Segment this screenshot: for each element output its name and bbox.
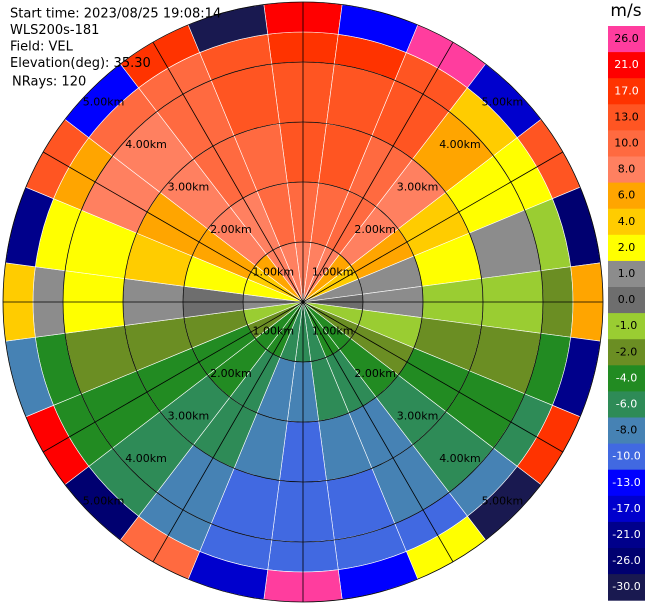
colorbar-band <box>608 495 645 523</box>
range-ring-label: 1.00km <box>253 265 295 278</box>
colorbar-label: -13.0 <box>612 476 640 489</box>
colorbar-band <box>608 104 645 131</box>
colorbar: 26.0 21.0 17.0 13.0 10.0 8.0 6.0 4.0 2.0 1.0 0.0 -1… <box>608 26 645 601</box>
colorbar-label: 10.0 <box>614 136 639 149</box>
colorbar-label: -4.0 <box>616 371 637 384</box>
colorbar-band <box>608 548 645 575</box>
colorbar-band <box>608 78 645 105</box>
header-line: Field: VEL <box>10 40 74 55</box>
range-ring-label: 5.00km <box>482 494 524 507</box>
range-ring-label: 3.00km <box>397 180 439 193</box>
colorbar-band <box>608 260 645 288</box>
colorbar-band <box>608 313 645 340</box>
range-ring <box>242 241 364 363</box>
header-line: WLS200s-181 <box>10 23 99 38</box>
colorbar-band <box>608 182 645 210</box>
header-line: Start time: 2023/08/25 19:08:14 <box>10 7 221 22</box>
colorbar-unit: m/s <box>610 1 641 21</box>
range-ring-label: 1.00km <box>312 265 354 278</box>
range-ring-label: 3.00km <box>168 180 210 193</box>
range-ring <box>2 1 604 603</box>
range-ring <box>62 61 544 543</box>
range-ring-label: 5.00km <box>83 494 125 507</box>
colorbar-label: 17.0 <box>614 84 639 97</box>
range-ring-label: 1.00km <box>253 325 295 338</box>
colorbar-label: 13.0 <box>614 110 639 123</box>
colorbar-label: 2.0 <box>618 241 636 254</box>
colorbar-band <box>608 234 645 262</box>
colorbar-band <box>608 443 645 471</box>
colorbar-label: 26.0 <box>614 32 639 45</box>
range-ring-label: 4.00km <box>439 138 481 151</box>
colorbar-band <box>608 26 645 53</box>
colorbar-band <box>608 391 645 418</box>
colorbar-band <box>608 365 645 392</box>
range-ring-label: 2.00km <box>354 223 396 236</box>
range-ring-label: 3.00km <box>168 410 210 423</box>
colorbar-label: -17.0 <box>612 502 640 515</box>
range-ring-label: 4.00km <box>439 452 481 465</box>
colorbar-label: 8.0 <box>618 163 636 176</box>
colorbar-band <box>608 130 645 157</box>
range-ring-label: 2.00km <box>354 367 396 380</box>
range-ring-label: 2.00km <box>210 223 252 236</box>
colorbar-band <box>608 469 645 497</box>
overlay: 1.00km 1.00km 1.00km 1.00km 2.00km 2.00km 2.00… <box>2 1 604 603</box>
range-ring-label: 4.00km <box>125 138 167 151</box>
colorbar-label: 6.0 <box>618 189 636 202</box>
colorbar-label: -2.0 <box>616 345 637 358</box>
range-ring-label: 5.00km <box>83 96 125 109</box>
range-ring-label: 3.00km <box>397 410 439 423</box>
colorbar-label: -8.0 <box>616 424 637 437</box>
colorbar-band <box>608 208 645 236</box>
colorbar-label: -1.0 <box>616 319 637 332</box>
colorbar-label: 4.0 <box>618 215 636 228</box>
colorbar-label: -30.0 <box>612 580 640 593</box>
range-ring-label: 1.00km <box>312 325 354 338</box>
colorbar-label: -10.0 <box>612 450 640 463</box>
colorbar-label: 1.0 <box>618 267 636 280</box>
colorbar-label: -26.0 <box>612 554 640 567</box>
colorbar-band <box>608 574 645 601</box>
range-ring-label: 5.00km <box>482 96 524 109</box>
colorbar-band <box>608 339 645 366</box>
colorbar-label: 0.0 <box>618 293 636 306</box>
colorbar-band <box>608 156 645 184</box>
range-ring-label: 4.00km <box>125 452 167 465</box>
colorbar-band <box>608 287 645 314</box>
colorbar-band <box>608 417 645 445</box>
range-ring-label: 2.00km <box>210 367 252 380</box>
header-line: Elevation(deg): 35.30 <box>10 56 151 71</box>
colorbar-label: 21.0 <box>614 58 639 71</box>
colorbar-label: -21.0 <box>612 528 640 541</box>
colorbar-band <box>608 521 645 549</box>
colorbar-band <box>608 52 645 79</box>
colorbar-label: -6.0 <box>616 397 637 410</box>
range-ring <box>182 181 424 423</box>
spoke <box>152 41 454 563</box>
range-ring <box>122 121 484 483</box>
header-line: NRays: 120 <box>12 75 86 90</box>
